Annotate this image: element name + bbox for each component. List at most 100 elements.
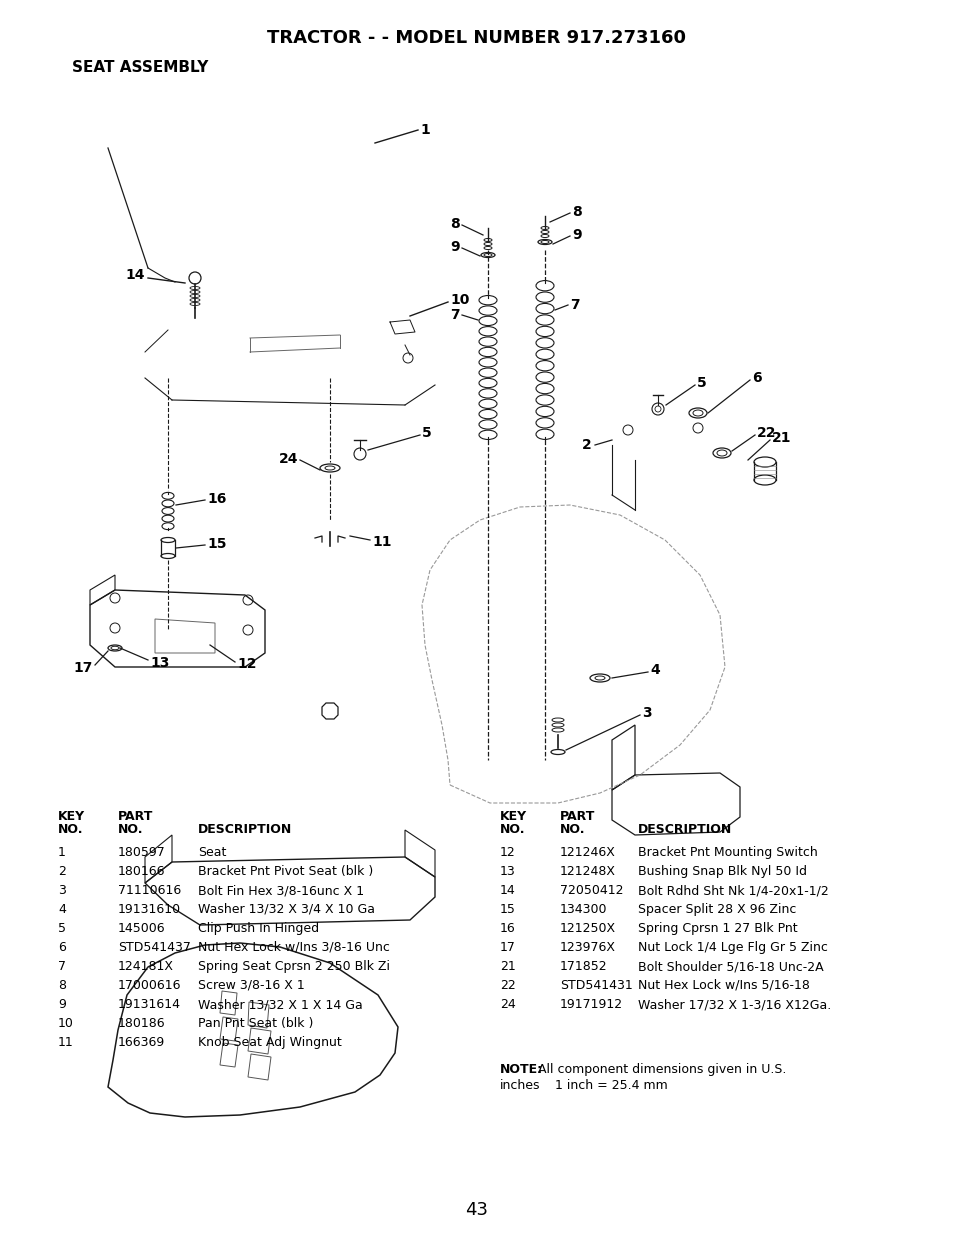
Text: 5: 5 xyxy=(421,426,432,440)
Text: 166369: 166369 xyxy=(118,1036,165,1049)
Text: 9: 9 xyxy=(58,998,66,1011)
Text: 1: 1 xyxy=(58,846,66,860)
Text: 17: 17 xyxy=(73,661,92,676)
Text: SEAT ASSEMBLY: SEAT ASSEMBLY xyxy=(71,61,208,75)
Text: 2: 2 xyxy=(58,864,66,878)
Text: 180597: 180597 xyxy=(118,846,166,860)
Text: 8: 8 xyxy=(572,205,581,219)
Text: 5: 5 xyxy=(697,375,706,390)
Text: All component dimensions given in U.S.: All component dimensions given in U.S. xyxy=(537,1063,785,1076)
Text: Spring Cprsn 1 27 Blk Pnt: Spring Cprsn 1 27 Blk Pnt xyxy=(638,923,797,935)
Text: 10: 10 xyxy=(58,1016,73,1030)
Text: NOTE:: NOTE: xyxy=(499,1063,542,1076)
Text: 121250X: 121250X xyxy=(559,923,616,935)
Text: Washer 17/32 X 1-3/16 X12Ga.: Washer 17/32 X 1-3/16 X12Ga. xyxy=(638,998,830,1011)
Text: 4: 4 xyxy=(649,663,659,677)
Text: 13: 13 xyxy=(499,864,516,878)
Text: Nut Hex Lock w/Ins 5/16-18: Nut Hex Lock w/Ins 5/16-18 xyxy=(638,979,809,992)
Text: STD541431: STD541431 xyxy=(559,979,632,992)
Text: 13: 13 xyxy=(150,656,170,671)
Text: Bracket Pnt Mounting Switch: Bracket Pnt Mounting Switch xyxy=(638,846,817,860)
Text: 12: 12 xyxy=(236,657,256,671)
Text: 7: 7 xyxy=(450,308,459,322)
Text: 4: 4 xyxy=(58,903,66,916)
Text: 11: 11 xyxy=(58,1036,73,1049)
Text: 10: 10 xyxy=(450,293,469,308)
Text: 17: 17 xyxy=(499,941,516,953)
Text: PART: PART xyxy=(559,810,595,823)
Text: Washer 13/32 X 3/4 X 10 Ga: Washer 13/32 X 3/4 X 10 Ga xyxy=(198,903,375,916)
Text: Nut Lock 1/4 Lge Flg Gr 5 Zinc: Nut Lock 1/4 Lge Flg Gr 5 Zinc xyxy=(638,941,827,953)
Text: 6: 6 xyxy=(751,370,760,385)
Text: Spacer Split 28 X 96 Zinc: Spacer Split 28 X 96 Zinc xyxy=(638,903,796,916)
Text: 1: 1 xyxy=(419,124,429,137)
Text: 22: 22 xyxy=(499,979,516,992)
Text: DESCRIPTION: DESCRIPTION xyxy=(638,823,732,836)
Text: 15: 15 xyxy=(207,537,226,551)
Text: 145006: 145006 xyxy=(118,923,166,935)
Text: 121248X: 121248X xyxy=(559,864,616,878)
Text: Bushing Snap Blk Nyl 50 Id: Bushing Snap Blk Nyl 50 Id xyxy=(638,864,806,878)
Text: 180186: 180186 xyxy=(118,1016,166,1030)
Text: 8: 8 xyxy=(58,979,66,992)
Text: 21: 21 xyxy=(771,431,791,445)
Text: 16: 16 xyxy=(207,492,226,506)
Text: Spring Seat Cprsn 2 250 Blk Zi: Spring Seat Cprsn 2 250 Blk Zi xyxy=(198,960,390,973)
Text: PART: PART xyxy=(118,810,153,823)
Text: Nut Hex Lock w/Ins 3/8-16 Unc: Nut Hex Lock w/Ins 3/8-16 Unc xyxy=(198,941,390,953)
Text: 14: 14 xyxy=(499,884,516,897)
Text: Screw 3/8-16 X 1: Screw 3/8-16 X 1 xyxy=(198,979,304,992)
Text: 11: 11 xyxy=(372,535,391,550)
Text: Knob Seat Adj Wingnut: Knob Seat Adj Wingnut xyxy=(198,1036,341,1049)
Text: 1 inch = 25.4 mm: 1 inch = 25.4 mm xyxy=(555,1079,667,1092)
Text: 22: 22 xyxy=(757,426,776,440)
Text: 19171912: 19171912 xyxy=(559,998,622,1011)
Text: 12: 12 xyxy=(499,846,516,860)
Text: NO.: NO. xyxy=(58,823,84,836)
Text: DESCRIPTION: DESCRIPTION xyxy=(198,823,292,836)
Text: 134300: 134300 xyxy=(559,903,607,916)
Text: KEY: KEY xyxy=(499,810,527,823)
Text: 21: 21 xyxy=(499,960,516,973)
Text: 123976X: 123976X xyxy=(559,941,616,953)
Text: 171852: 171852 xyxy=(559,960,607,973)
Text: Seat: Seat xyxy=(198,846,226,860)
Text: 14: 14 xyxy=(126,268,145,282)
Text: 5: 5 xyxy=(58,923,66,935)
Text: 43: 43 xyxy=(465,1200,488,1219)
Text: 3: 3 xyxy=(641,706,651,720)
Text: 24: 24 xyxy=(499,998,516,1011)
Text: Washer 13/32 X 1 X 14 Ga: Washer 13/32 X 1 X 14 Ga xyxy=(198,998,362,1011)
Text: 8: 8 xyxy=(450,217,459,231)
Text: 2: 2 xyxy=(581,438,592,452)
Text: 19131610: 19131610 xyxy=(118,903,181,916)
Text: NO.: NO. xyxy=(118,823,143,836)
Text: KEY: KEY xyxy=(58,810,85,823)
Text: 72050412: 72050412 xyxy=(559,884,623,897)
Text: 71110616: 71110616 xyxy=(118,884,181,897)
Text: 121246X: 121246X xyxy=(559,846,616,860)
Text: 19131614: 19131614 xyxy=(118,998,181,1011)
Text: Clip Push In Hinged: Clip Push In Hinged xyxy=(198,923,319,935)
Text: 3: 3 xyxy=(58,884,66,897)
Text: 9: 9 xyxy=(450,240,459,254)
Text: 15: 15 xyxy=(499,903,516,916)
Text: 7: 7 xyxy=(58,960,66,973)
Text: Bracket Pnt Pivot Seat (blk ): Bracket Pnt Pivot Seat (blk ) xyxy=(198,864,373,878)
Text: STD541437: STD541437 xyxy=(118,941,191,953)
Text: 17000616: 17000616 xyxy=(118,979,181,992)
Text: NO.: NO. xyxy=(499,823,525,836)
Text: TRACTOR - - MODEL NUMBER 917.273160: TRACTOR - - MODEL NUMBER 917.273160 xyxy=(267,28,686,47)
Text: 6: 6 xyxy=(58,941,66,953)
Text: 180166: 180166 xyxy=(118,864,165,878)
Text: Bolt Fin Hex 3/8-16unc X 1: Bolt Fin Hex 3/8-16unc X 1 xyxy=(198,884,364,897)
Text: NO.: NO. xyxy=(559,823,585,836)
Text: 24: 24 xyxy=(278,452,297,466)
Text: 16: 16 xyxy=(499,923,516,935)
Text: Pan Pnt Seat (blk ): Pan Pnt Seat (blk ) xyxy=(198,1016,313,1030)
Text: Bolt Shoulder 5/16-18 Unc-2A: Bolt Shoulder 5/16-18 Unc-2A xyxy=(638,960,822,973)
Text: 9: 9 xyxy=(572,228,581,242)
Text: Bolt Rdhd Sht Nk 1/4-20x1-1/2: Bolt Rdhd Sht Nk 1/4-20x1-1/2 xyxy=(638,884,828,897)
Text: inches: inches xyxy=(499,1079,540,1092)
Text: 124181X: 124181X xyxy=(118,960,173,973)
